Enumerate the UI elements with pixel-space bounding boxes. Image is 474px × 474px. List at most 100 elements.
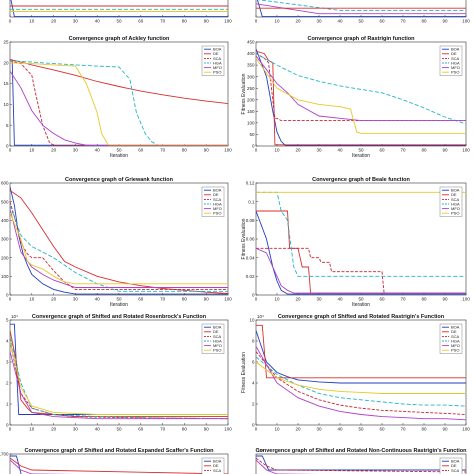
legend-label-mfo: MFO — [213, 65, 222, 70]
series-line-boa — [256, 455, 466, 471]
x-tick-label: 70 — [160, 297, 166, 302]
x-tick-label: 50 — [358, 148, 364, 153]
series-line-mfo — [256, 247, 466, 294]
legend-label-sca: SCA — [451, 197, 460, 202]
legend-label-boa: BOA — [213, 188, 222, 193]
legend-label-hga: HGA — [451, 338, 460, 343]
series-line-mfo — [10, 70, 228, 146]
x-tick-label: 40 — [95, 427, 101, 432]
x-tick-label: 100 — [224, 148, 232, 153]
chart-panel-8: Convergence graph of Shifted and Rotated… — [0, 448, 229, 474]
y-tick-label: 0 — [252, 144, 255, 149]
legend-label-boa: BOA — [213, 325, 222, 330]
y-tick-label: 0.1 — [248, 199, 255, 204]
x-tick-label: 30 — [316, 19, 322, 24]
x-tick-label: 30 — [316, 297, 322, 302]
x-tick-label: 50 — [358, 427, 364, 432]
legend-label-hga: HGA — [451, 472, 460, 474]
x-tick-label: 70 — [160, 19, 166, 24]
series-group — [10, 0, 228, 17]
x-tick-label: 80 — [421, 148, 427, 153]
x-tick-label: 0 — [9, 148, 12, 153]
legend-label-mfo: MFO — [213, 343, 222, 348]
x-tick-label: 60 — [138, 427, 144, 432]
x-tick-label: 60 — [379, 19, 385, 24]
series-line-sca — [256, 247, 466, 294]
legend-label-boa: BOA — [451, 459, 460, 464]
x-tick-label: 90 — [442, 148, 448, 153]
series-line-hga — [10, 336, 228, 420]
y-tick-label: 0.08 — [246, 218, 255, 223]
x-tick-label: 80 — [182, 19, 188, 24]
y-tick-label: 0 — [252, 423, 255, 428]
x-tick-label: 80 — [182, 427, 188, 432]
series-line-sca — [256, 351, 466, 415]
plot-area — [255, 453, 467, 474]
legend-label-sca: SCA — [213, 197, 222, 202]
legend-label-hga: HGA — [213, 338, 222, 343]
y-tick-label: 4 — [252, 381, 255, 386]
x-tick-label: 20 — [295, 297, 301, 302]
legend-label-hga: HGA — [213, 201, 222, 206]
y-tick-label: 350 — [247, 63, 255, 68]
x-tick-label: 10 — [29, 427, 35, 432]
y-axis-label: Fitness Evaluation — [0, 352, 1, 393]
x-tick-label: 60 — [379, 148, 385, 153]
x-tick-label: 70 — [400, 427, 406, 432]
legend-label-mfo: MFO — [451, 65, 460, 70]
plot-area — [9, 319, 229, 426]
legend-label-de: DE — [213, 51, 219, 56]
series-line-hga — [10, 60, 228, 146]
series-line-mfo — [10, 351, 228, 420]
x-tick-label: 20 — [295, 427, 301, 432]
legend-label-de: DE — [451, 463, 457, 468]
x-tick-label: 0 — [255, 19, 258, 24]
x-axis-label: Iteration — [352, 302, 370, 308]
legend-label-de: DE — [213, 192, 219, 197]
x-tick-label: 10 — [29, 297, 35, 302]
chart-panel-1: 0 10 20 30 40 50 60 70 80 90 100 — [255, 0, 470, 24]
plot-area — [255, 182, 467, 296]
chart-panel-7: Convergence graph of Shifted and Rotated… — [241, 314, 470, 432]
y-tick-label: 0 — [252, 293, 255, 298]
chart-title: Convergence graph of Shifted and Rotated… — [32, 314, 207, 320]
y-tick-label: 1 — [6, 402, 9, 407]
plot-area — [255, 41, 467, 147]
y-tick-label: 200 — [1, 255, 9, 260]
x-tick-label: 80 — [182, 148, 188, 153]
y-tick-label: 3 — [6, 360, 9, 365]
x-tick-label: 30 — [73, 297, 79, 302]
y-axis-label: Fitness Evaluation — [0, 73, 1, 114]
x-tick-label: 10 — [29, 148, 35, 153]
series-line-mfo — [10, 459, 76, 474]
x-tick-label: 30 — [316, 427, 322, 432]
series-line-boa — [256, 210, 466, 295]
legend-label-pso: PSO — [213, 70, 221, 75]
x-tick-label: 90 — [442, 427, 448, 432]
y-tick-label: 50 — [249, 132, 255, 137]
y-tick-label: 0 — [6, 423, 9, 428]
series-line-boa — [256, 330, 466, 384]
chart-panel-6: Convergence graph of Shifted and Rotated… — [0, 314, 232, 432]
x-tick-label: 40 — [95, 19, 101, 24]
legend-label-hga: HGA — [213, 472, 222, 474]
series-group — [256, 455, 466, 474]
x-tick-label: 70 — [400, 19, 406, 24]
y-tick-label: 150 — [247, 109, 255, 114]
x-tick-label: 30 — [316, 148, 322, 153]
series-line-hga — [256, 53, 466, 125]
x-tick-label: 0 — [255, 297, 258, 302]
y-tick-label: 8 — [252, 339, 255, 344]
x-tick-label: 40 — [337, 19, 343, 24]
x-tick-label: 70 — [160, 148, 166, 153]
x-tick-label: 80 — [421, 297, 427, 302]
x-tick-label: 20 — [51, 297, 57, 302]
series-line-sca — [10, 60, 228, 146]
legend-label-boa: BOA — [451, 47, 460, 52]
series-line-mfo — [256, 346, 466, 421]
legend-label-hga: HGA — [451, 201, 460, 206]
x-tick-label: 80 — [421, 19, 427, 24]
y-tick-label: 10 — [249, 318, 255, 323]
x-tick-label: 30 — [73, 427, 79, 432]
